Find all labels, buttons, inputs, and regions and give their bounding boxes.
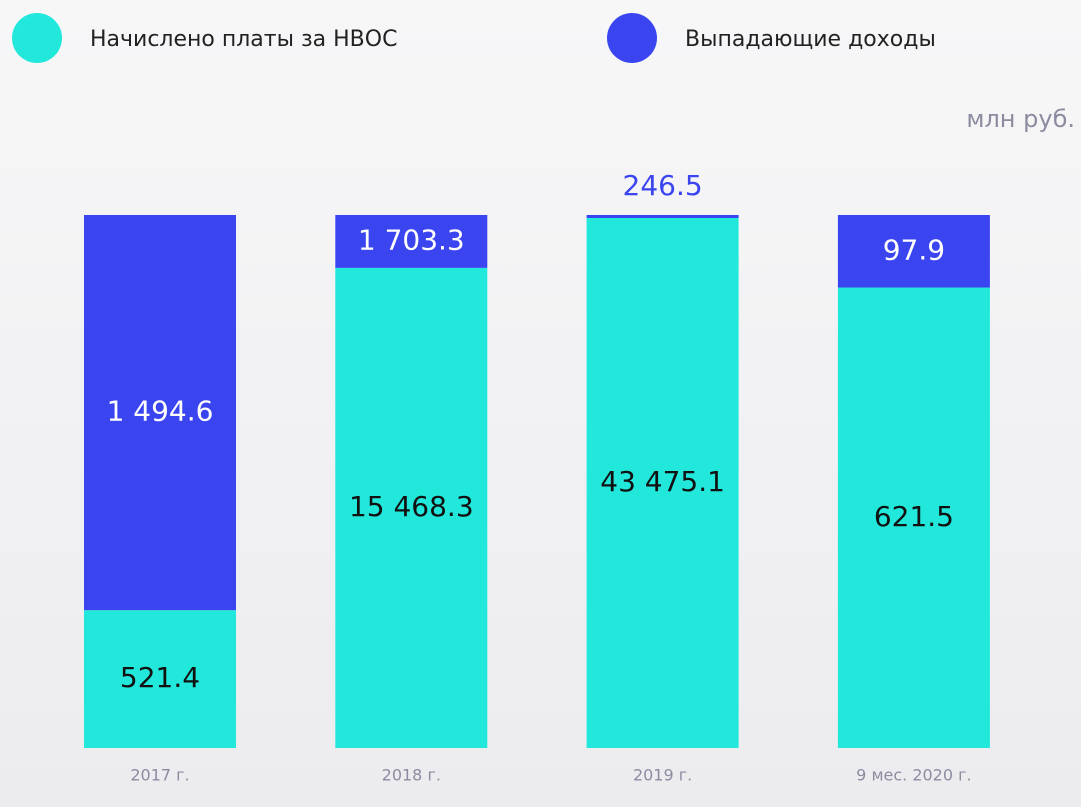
unit-label: млн руб. [966, 105, 1075, 133]
x-tick-label: 2018 г. [382, 766, 441, 785]
legend-label: Начислено платы за НВОС [90, 27, 397, 52]
bar-segment [837, 287, 990, 748]
x-tick-label: 2017 г. [130, 766, 189, 785]
data-label: 621.5 [874, 500, 954, 533]
bar-segment [335, 215, 488, 268]
bar-segment [335, 267, 488, 748]
data-label: 43 475.1 [600, 465, 725, 498]
legend-label: Выпадающие доходы [685, 27, 936, 52]
data-label: 246.5 [623, 169, 703, 202]
data-label: 521.4 [120, 661, 200, 694]
bar-segment [84, 215, 236, 611]
bar-segment [84, 610, 236, 748]
legend-swatch [12, 13, 62, 63]
legend-swatch [607, 13, 657, 63]
x-tick-label: 9 мес. 2020 г. [856, 766, 971, 785]
bar-segment [586, 215, 739, 219]
bar-segment [837, 215, 990, 288]
data-label: 1 703.3 [358, 223, 465, 256]
data-label: 1 494.6 [107, 395, 214, 428]
data-label: 15 468.3 [349, 490, 474, 523]
x-tick-label: 2019 г. [633, 766, 692, 785]
data-label: 97.9 [883, 233, 945, 266]
bar-segment [586, 218, 739, 749]
